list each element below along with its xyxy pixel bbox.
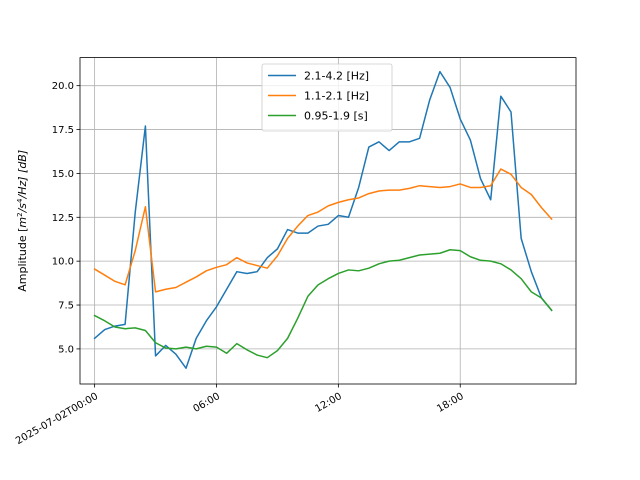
y-label-sup4: 4 xyxy=(16,198,24,203)
series-line-2 xyxy=(93,249,553,359)
series-line-1 xyxy=(93,168,553,293)
series-line-0 xyxy=(93,70,553,369)
y-axis-label: Amplitude [m2/s4/Hz] [dB] xyxy=(16,150,29,292)
series-lines xyxy=(93,70,553,369)
y-label-sup2: 2 xyxy=(16,212,24,216)
y-tick-label: 10.0 xyxy=(52,257,74,268)
y-tick-label: 20.0 xyxy=(52,81,74,92)
y-tick-label: 7.5 xyxy=(58,301,74,312)
legend-label-2: 0.95-1.9 [s] xyxy=(304,110,368,123)
y-label-m: m xyxy=(16,217,29,228)
y-tick-label: 12.5 xyxy=(52,213,74,224)
y-label-pre: Amplitude [ xyxy=(16,228,29,292)
legend: 2.1-4.2 [Hz] 1.1-2.1 [Hz] 0.95-1.9 [s] xyxy=(261,63,393,132)
legend-label-0: 2.1-4.2 [Hz] xyxy=(304,70,369,83)
legend-box xyxy=(261,63,393,132)
y-label-post: /Hz] [dB] xyxy=(16,150,29,200)
y-axis-ticks: 5.0 7.5 10.0 12.5 15.0 17.5 20.0 xyxy=(52,81,80,355)
legend-label-1: 1.1-2.1 [Hz] xyxy=(304,90,369,103)
y-tick-label: 5.0 xyxy=(58,344,74,355)
y-tick-label: 17.5 xyxy=(52,125,74,136)
y-tick-label: 15.0 xyxy=(52,169,74,180)
plot-frame xyxy=(79,57,577,385)
y-label-mid: /s xyxy=(16,203,29,214)
